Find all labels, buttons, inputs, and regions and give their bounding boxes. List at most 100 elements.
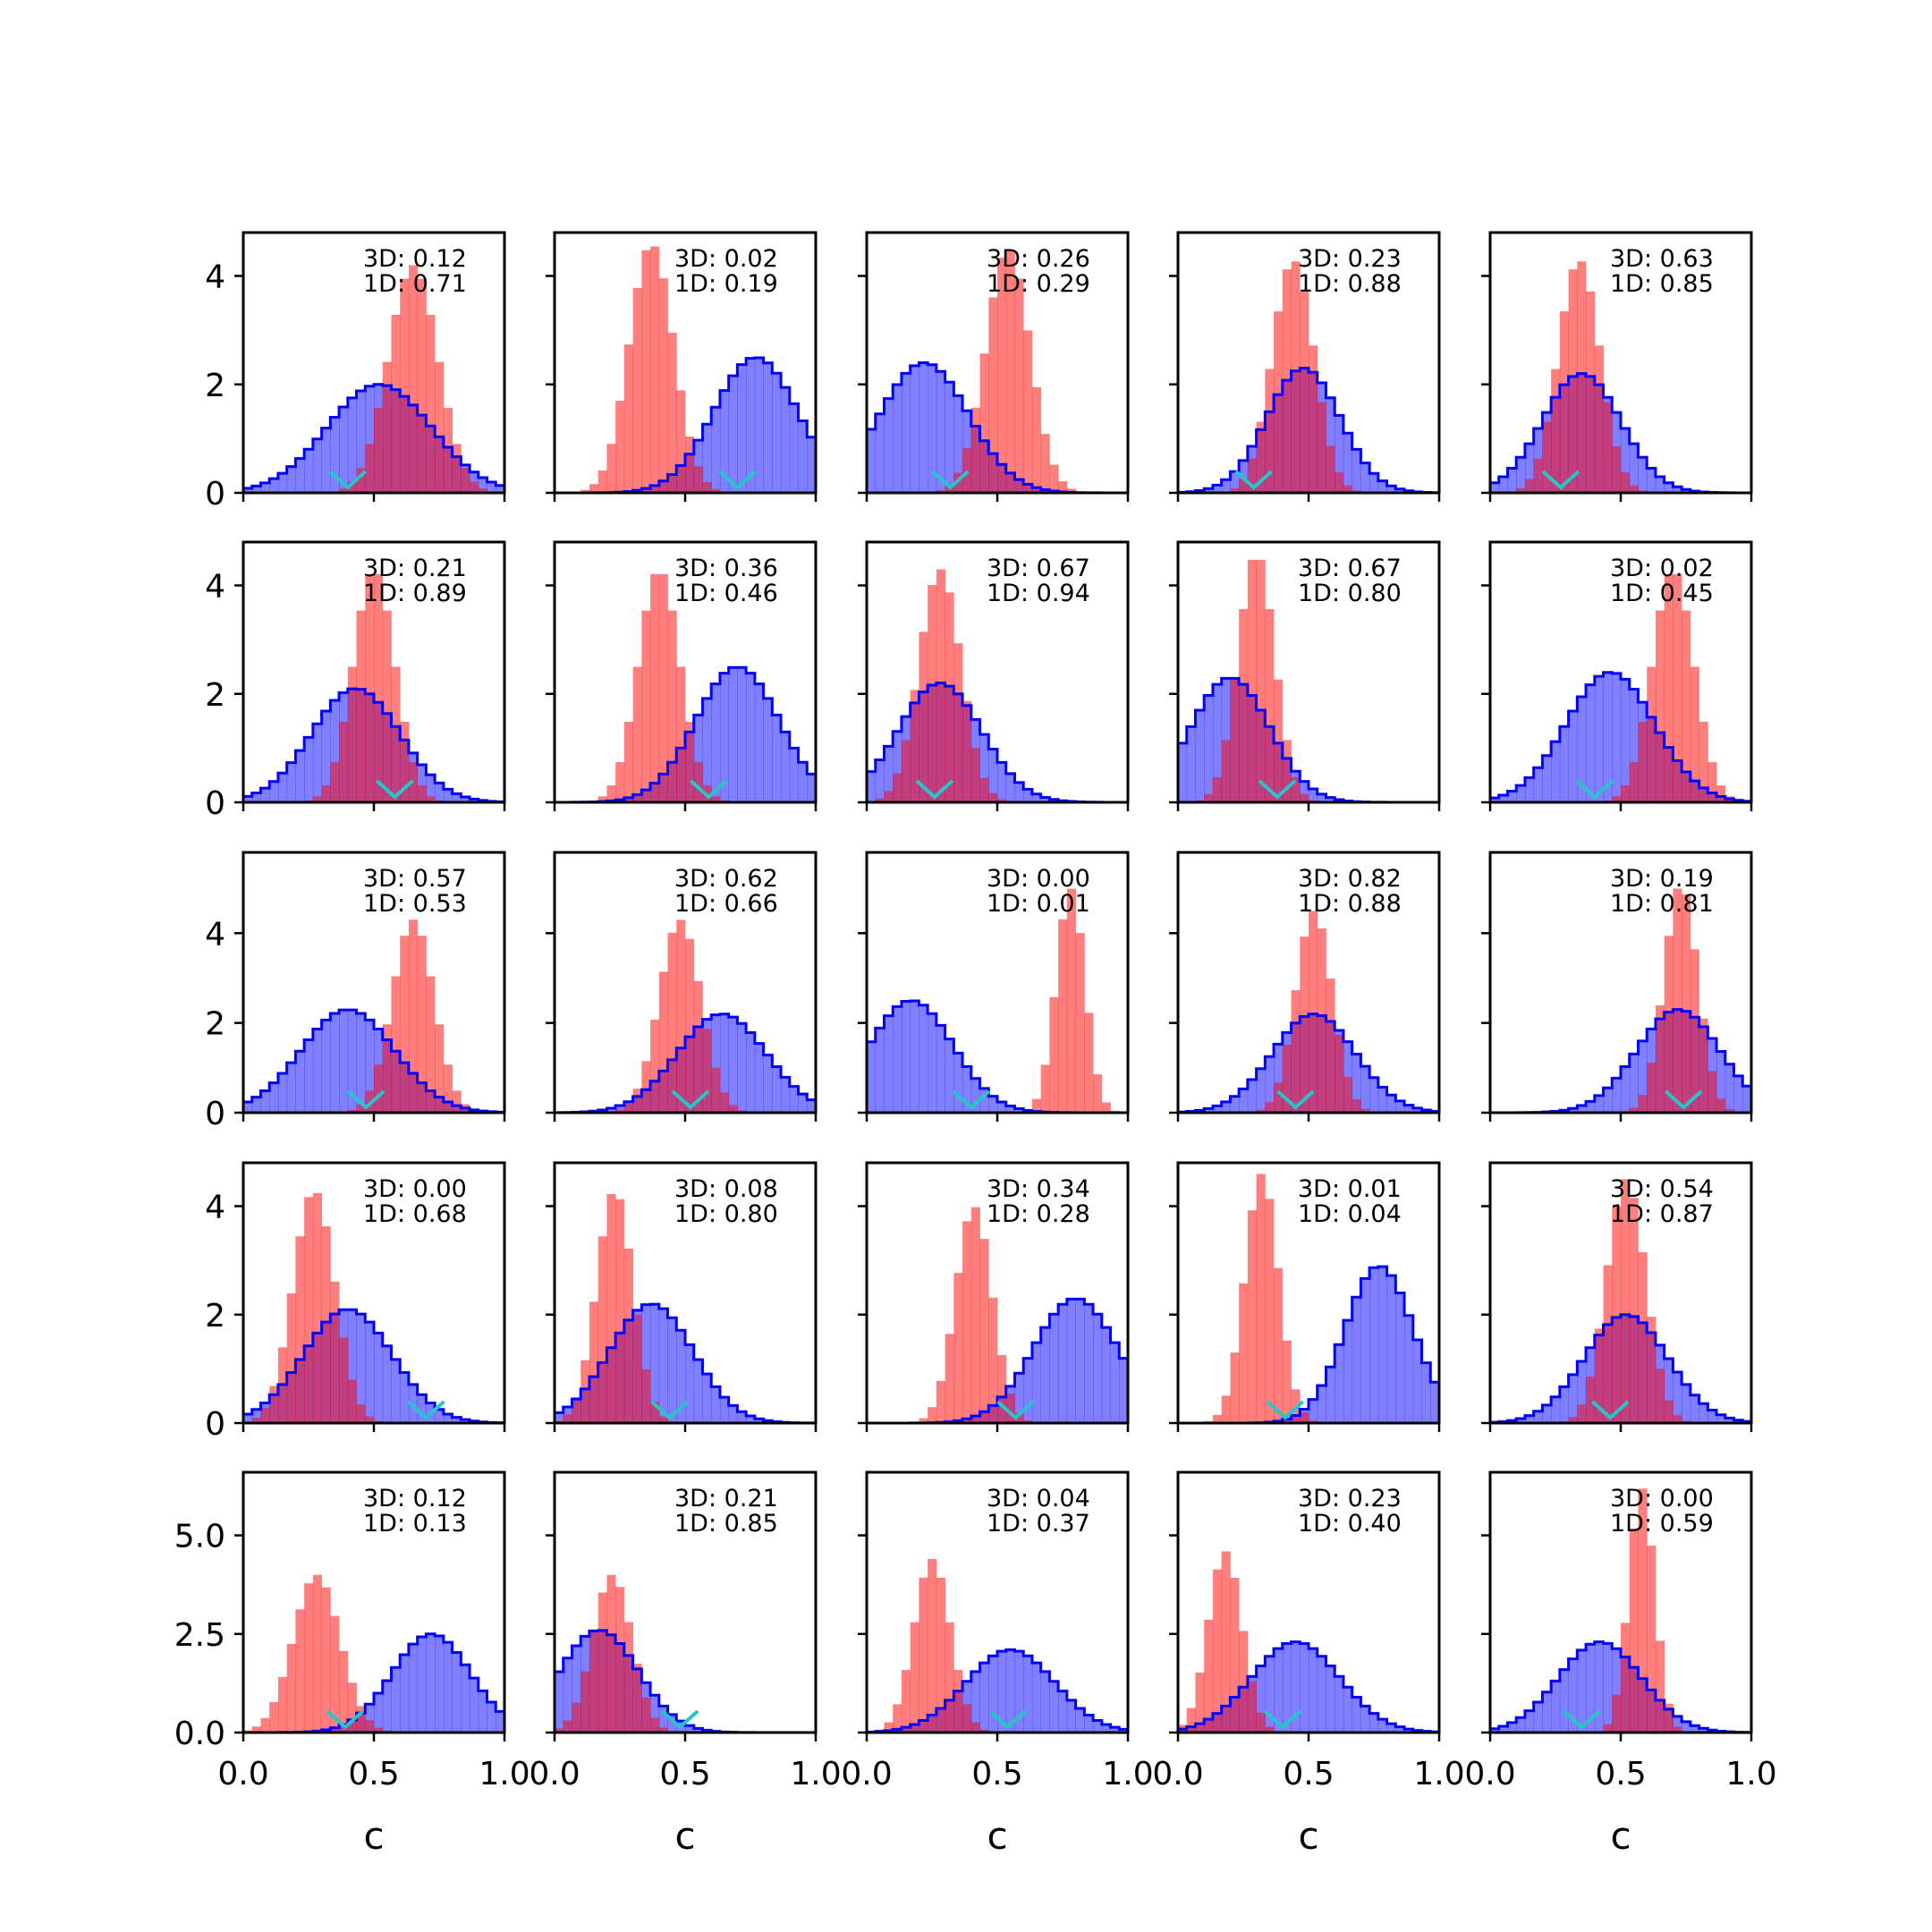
blue-bar (435, 783, 445, 802)
red-bar (1309, 345, 1318, 493)
blue-bar (304, 1039, 314, 1113)
red-bar (1317, 928, 1326, 1113)
red-bar (615, 1587, 625, 1733)
blue-bar (746, 358, 756, 493)
red-bar (1300, 1412, 1309, 1423)
blue-bar (1352, 1697, 1361, 1733)
red-bar (260, 1407, 270, 1423)
red-bar (1058, 919, 1068, 1113)
red-bar (1577, 261, 1587, 493)
blue-bar (997, 762, 1007, 802)
blue-bar (1386, 486, 1396, 493)
red-bar (251, 1726, 261, 1733)
red-bar (962, 1221, 972, 1423)
red-bar (417, 936, 427, 1113)
blue-bar (893, 385, 902, 493)
red-bar (435, 361, 445, 493)
red-bar (1239, 608, 1249, 802)
blue-bar (936, 1025, 945, 1113)
red-bar (650, 246, 660, 493)
red-bar (1040, 434, 1050, 493)
red-bar (970, 407, 980, 493)
blue-bar (286, 762, 296, 802)
red-bar (928, 1559, 937, 1733)
red-bar (1049, 996, 1059, 1113)
red-bar (719, 1092, 730, 1113)
red-bar (623, 1622, 633, 1733)
red-bar (304, 1583, 314, 1733)
blue-bar (1005, 1649, 1015, 1733)
red-bar (1682, 610, 1691, 802)
red-bar (1040, 1064, 1050, 1113)
red-bar (286, 1293, 296, 1423)
blue-bar (1533, 767, 1543, 802)
blue-bar (1559, 726, 1569, 802)
red-bar (1551, 369, 1561, 493)
red-bar (1664, 573, 1674, 802)
red-bar (1568, 1417, 1578, 1423)
blue-bar (243, 1102, 253, 1113)
y-tick-label: 0 (205, 1406, 225, 1443)
red-bar (1673, 1726, 1682, 1733)
red-bar (1265, 1199, 1275, 1423)
blue-bar (1412, 1339, 1422, 1423)
blue-bar (763, 698, 773, 802)
red-bar (1031, 1098, 1042, 1113)
blue-bar (945, 1038, 954, 1113)
x-tick-label: 0.0 (217, 1756, 268, 1792)
x-tick-label: 0.5 (348, 1756, 399, 1792)
red-bar (330, 1281, 340, 1423)
annotation-3d: 3D: 0.21 (363, 555, 467, 582)
plot-area (555, 246, 816, 493)
plot-area (1178, 261, 1439, 493)
blue-step-outline (867, 1648, 1128, 1733)
blue-bar (1612, 673, 1622, 802)
blue-bar (781, 387, 791, 493)
red-bar (1101, 1102, 1111, 1113)
blue-bar (339, 1010, 349, 1113)
red-bar (606, 1574, 616, 1733)
blue-bar (763, 1055, 773, 1113)
x-tick-label: 1.0 (1413, 1756, 1464, 1792)
annotation-1d: 1D: 0.71 (363, 270, 467, 298)
blue-bar (260, 788, 270, 802)
blue-bar (1524, 1710, 1535, 1733)
red-bar (1282, 740, 1292, 802)
blue-bar (910, 365, 919, 493)
blue-bar (781, 1077, 791, 1113)
annotation-3d: 3D: 0.02 (1610, 555, 1714, 582)
blue-bar (1516, 1717, 1526, 1733)
blue-bar (1586, 1644, 1596, 1733)
blue-bar (1490, 798, 1500, 802)
red-bar (1247, 559, 1257, 802)
red-bar (286, 1643, 296, 1733)
blue-bar (1221, 1101, 1231, 1113)
plot-area (1490, 1488, 1751, 1733)
red-bar (658, 1416, 668, 1423)
blue-bar (304, 737, 314, 802)
blue-bar (572, 1645, 581, 1733)
blue-bar (962, 1066, 972, 1113)
blue-bar (251, 1097, 261, 1113)
red-bar (1682, 894, 1691, 1113)
red-bar (1230, 487, 1240, 493)
blue-bar (260, 1090, 270, 1113)
blue-step-outline (555, 1302, 816, 1423)
red-bar (1005, 250, 1015, 493)
red-bar (615, 762, 625, 802)
blue-bar (1212, 485, 1223, 493)
red-bar (953, 643, 963, 802)
blue-bar (1586, 684, 1596, 802)
red-bar (979, 353, 989, 493)
red-bar (1230, 1352, 1240, 1423)
blue-bar (754, 1043, 764, 1113)
red-bar (1629, 1107, 1639, 1113)
red-bar (374, 573, 384, 802)
blue-step-outline (243, 383, 504, 493)
marker-chevron (1258, 779, 1297, 800)
blue-bar (1551, 1681, 1561, 1733)
